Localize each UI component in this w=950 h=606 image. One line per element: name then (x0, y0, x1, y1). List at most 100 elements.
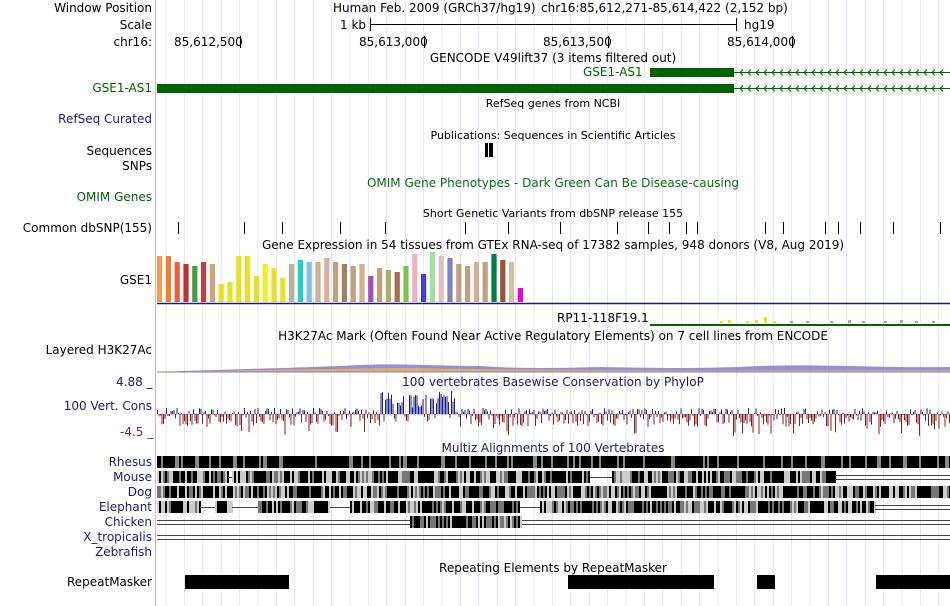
conservation-bar (917, 414, 919, 425)
gtex-bar (438, 256, 444, 302)
gtex-bar (385, 270, 391, 302)
conservation-bar (445, 396, 446, 414)
repeatmasker-elements[interactable] (185, 575, 950, 589)
conservation-bar (568, 414, 569, 424)
gtex-bar (848, 320, 851, 323)
conservation-bar (524, 411, 526, 414)
gencode-gene-name[interactable]: GSE1-AS1 (583, 65, 643, 79)
conservation-bar (709, 411, 710, 414)
species-label-x-tropicalis[interactable]: X_tropicalis (83, 530, 152, 544)
conservation-bar (526, 410, 527, 414)
gtex-bar (280, 278, 286, 302)
conservation-bar (346, 414, 347, 420)
conservation-bar (535, 414, 536, 426)
scale-value: 1 kb (340, 18, 367, 32)
conservation-bar (275, 414, 277, 425)
conservation-bar (266, 408, 268, 414)
snps-track-label[interactable]: SNPs (122, 159, 152, 173)
conservation-bar (668, 414, 670, 416)
gencode-track-label[interactable]: GSE1-AS1 (92, 81, 152, 95)
species-label-chicken[interactable]: Chicken (104, 515, 152, 529)
gtex-bar (297, 260, 303, 302)
conservation-bar (881, 414, 883, 420)
conservation-bar (730, 412, 731, 414)
conservation-bar (289, 414, 290, 418)
conservation-bar (389, 398, 391, 414)
conservation-bar (482, 408, 484, 414)
conservation-bar (560, 412, 562, 414)
conservation-bar (932, 414, 934, 424)
species-label-rhesus[interactable]: Rhesus (108, 455, 152, 469)
conservation-bar (803, 409, 805, 414)
species-label-dog[interactable]: Dog (127, 485, 152, 499)
conservation-bar (710, 410, 712, 414)
conservation-bar (868, 412, 869, 414)
conservation-track-label[interactable]: 100 Vert. Cons (63, 399, 152, 413)
species-label-mouse[interactable]: Mouse (113, 470, 152, 484)
species-label-elephant[interactable]: Elephant (98, 500, 152, 514)
conservation-bar (782, 414, 784, 425)
omim-track-label[interactable]: OMIM Genes (76, 190, 152, 204)
conservation-bars[interactable] (157, 391, 950, 436)
conservation-bar (907, 414, 908, 426)
refseq-track-label[interactable]: RefSeq Curated (58, 112, 152, 126)
conservation-bar (409, 395, 410, 414)
gtex-bar (429, 252, 435, 302)
conservation-bar (742, 414, 743, 434)
conservation-bar (773, 414, 775, 421)
multiz-alignments[interactable] (157, 456, 950, 540)
conservation-bar (718, 414, 719, 422)
conservation-bar (613, 414, 614, 425)
conservation-bar (427, 414, 428, 422)
conservation-bar (364, 414, 365, 432)
conservation-bar (847, 414, 848, 416)
conservation-bar (853, 414, 854, 420)
publication-sequence-mark[interactable] (485, 143, 493, 157)
gtex-second-gene[interactable]: RP11-118F19.1 (557, 311, 649, 325)
dbsnp-track-label[interactable]: Common dbSNP(155) (22, 221, 152, 235)
species-label-zebrafish[interactable]: Zebrafish (95, 545, 152, 559)
conservation-bar (374, 414, 376, 423)
conservation-bar (662, 414, 664, 422)
conservation-bar (581, 410, 583, 414)
conservation-bar (479, 414, 481, 423)
dbsnp-variant-ticks[interactable] (178, 222, 941, 234)
conservation-bar (788, 414, 790, 427)
gtex-bar (183, 264, 189, 302)
gencode-gene-model[interactable] (157, 68, 950, 93)
conservation-bar (632, 408, 634, 414)
conservation-bar (592, 409, 593, 414)
conservation-bar (469, 410, 470, 414)
window-position-label: Window Position (54, 1, 152, 15)
conservation-bar (688, 414, 689, 426)
conservation-bar (652, 408, 653, 414)
gtex-track-label[interactable]: GSE1 (119, 273, 152, 287)
conservation-bar (323, 414, 325, 422)
conservation-bar (455, 411, 457, 414)
conservation-bar (446, 396, 448, 414)
conservation-bar (596, 414, 598, 423)
repeatmasker-track-label[interactable]: RepeatMasker (66, 575, 152, 589)
chrom-label: chr16: (113, 35, 152, 49)
conservation-bar (677, 414, 679, 420)
h3k27ac-signal[interactable] (157, 364, 950, 373)
sequences-track-label[interactable]: Sequences (86, 144, 152, 158)
conservation-bar (370, 414, 371, 424)
gtex-expression-bars[interactable] (157, 252, 523, 302)
conservation-bar (224, 411, 226, 414)
h3k27ac-track-label[interactable]: Layered H3K27Ac (45, 343, 152, 357)
conservation-bar (698, 408, 700, 414)
conservation-bar (388, 392, 389, 414)
conservation-bar (755, 408, 757, 414)
conservation-bar (236, 414, 238, 427)
gtex-expression-bars-small[interactable] (720, 317, 935, 323)
conservation-bar (934, 414, 935, 430)
conservation-bar (361, 409, 362, 414)
conservation-bar (658, 410, 659, 414)
conservation-bar (665, 411, 667, 414)
conservation-bar (478, 414, 479, 427)
conservation-bar (785, 414, 787, 427)
conservation-bar (530, 413, 532, 414)
conservation-bar (740, 414, 742, 423)
